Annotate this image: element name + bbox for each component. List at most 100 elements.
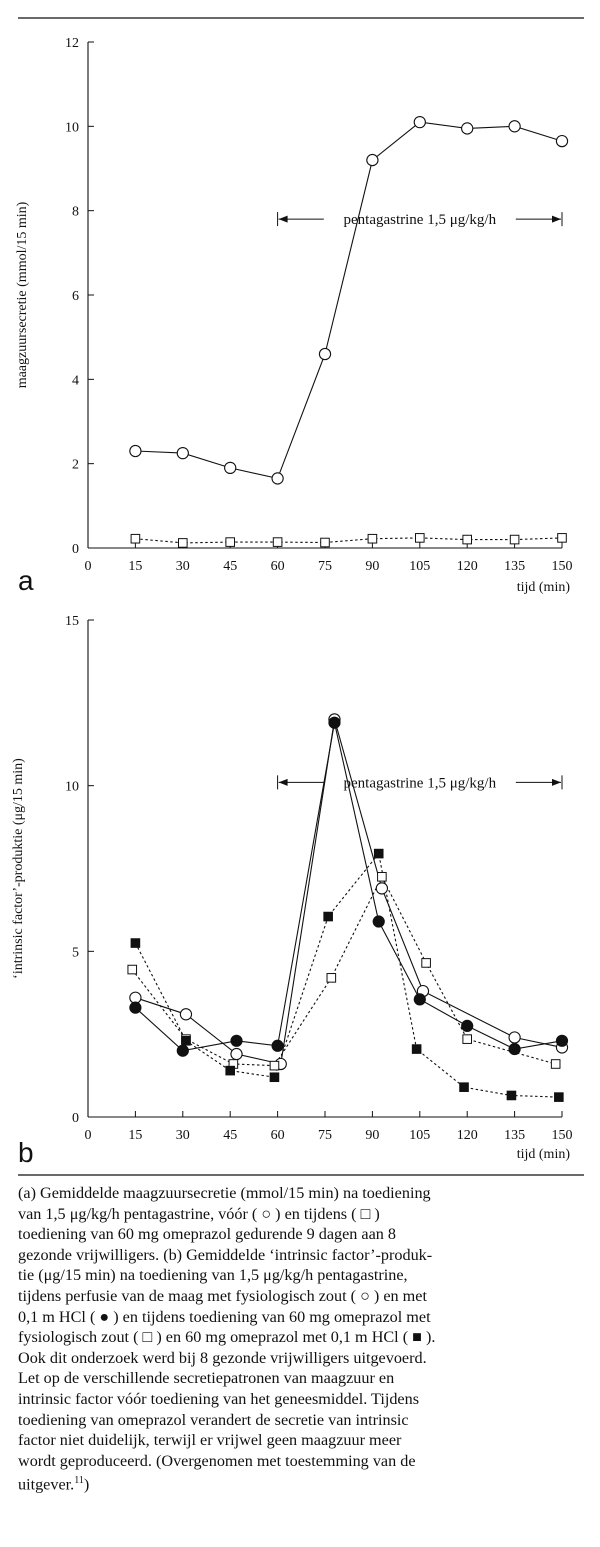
- caption-line: van 1,5 μg/kg/h pentagastrine, vóór ( ○ …: [18, 1204, 380, 1223]
- data-point-open-square: [557, 533, 567, 543]
- x-tick-label: 75: [318, 559, 332, 574]
- annotation-arrowhead-left: [278, 778, 288, 786]
- annotation-arrowhead-right: [552, 778, 561, 786]
- annotation-label: pentagastrine 1,5 μg/kg/h: [344, 775, 497, 791]
- caption-line: tie (μg/15 min) na toediening van 1,5 μg…: [18, 1266, 408, 1285]
- data-point-open-circle: [461, 122, 474, 135]
- x-tick-label: 15: [128, 1128, 142, 1143]
- y-axis-title: maagzuursecretie (mmol/15 min): [15, 201, 30, 388]
- caption-close: ): [83, 1475, 90, 1494]
- series-line-open-square: [135, 537, 563, 544]
- data-point-filled-circle: [176, 1044, 189, 1057]
- x-tick-label: 135: [504, 1128, 525, 1143]
- y-tick-label: 8: [72, 205, 79, 220]
- data-point-open-square: [367, 533, 378, 544]
- data-point-open-square: [178, 538, 188, 548]
- data-point-open-circle: [230, 1047, 243, 1061]
- data-point-filled-circle: [230, 1034, 243, 1047]
- figure-caption: (a) Gemiddelde maagzuursecretie (mmol/15…: [18, 1183, 584, 1495]
- data-point-open-square: [130, 533, 141, 544]
- caption-line: toediening van 60 mg omeprazol gedurende…: [18, 1225, 397, 1244]
- data-point-open-circle: [179, 1008, 193, 1021]
- data-point-open-circle: [508, 120, 521, 133]
- y-tick-label: 12: [65, 36, 79, 51]
- data-point-open-square: [462, 1034, 472, 1044]
- x-tick-label: 90: [365, 559, 379, 574]
- x-tick-label: 75: [318, 1128, 332, 1143]
- caption-last-line: uitgever.11): [18, 1471, 584, 1495]
- data-point-open-circle: [375, 882, 389, 895]
- caption-line: tijdens perfusie van de maag met fysiolo…: [18, 1286, 427, 1305]
- x-tick-label: 0: [85, 559, 92, 574]
- data-point-open-square: [415, 533, 425, 543]
- data-point-open-circle: [413, 115, 426, 129]
- y-tick-label: 10: [65, 120, 79, 135]
- x-tick-label: 135: [504, 559, 525, 574]
- x-tick-label: 150: [552, 1128, 573, 1143]
- data-point-open-square: [550, 1059, 561, 1069]
- y-tick-label: 4: [72, 373, 79, 388]
- caption-line: uitgever.: [18, 1475, 75, 1494]
- x-tick-label: 60: [271, 559, 285, 574]
- y-tick-label: 6: [72, 289, 79, 304]
- data-point-filled-square: [373, 848, 384, 859]
- data-point-filled-square: [506, 1090, 517, 1101]
- series-line-filled-square: [134, 852, 559, 1098]
- caption-line: 0,1 m HCl ( ● ) en tijdens toediening va…: [18, 1307, 431, 1326]
- data-point-filled-circle: [555, 1034, 569, 1047]
- panel-label: b: [18, 1137, 34, 1168]
- data-point-open-circle: [508, 1031, 521, 1044]
- data-point-filled-square: [323, 911, 333, 922]
- y-tick-label: 0: [72, 542, 79, 557]
- data-point-open-square: [127, 964, 138, 975]
- x-tick-label: 30: [176, 559, 190, 574]
- caption-line: toediening van omeprazol verandert de se…: [18, 1410, 409, 1429]
- data-point-filled-square: [269, 1072, 280, 1083]
- data-point-filled-circle: [328, 716, 341, 729]
- data-point-filled-square: [411, 1044, 422, 1054]
- caption-reference: 11: [74, 1475, 84, 1487]
- x-tick-label: 45: [223, 559, 237, 574]
- data-point-filled-circle: [413, 993, 426, 1006]
- data-point-open-square: [462, 534, 472, 545]
- data-point-filled-circle: [129, 1001, 142, 1014]
- data-point-open-circle: [271, 472, 284, 485]
- data-point-filled-circle: [461, 1019, 474, 1032]
- data-point-open-circle: [224, 461, 237, 475]
- caption-line: Let op de verschillende secretiepatronen…: [18, 1369, 395, 1388]
- data-point-open-square: [326, 973, 337, 983]
- data-point-filled-circle: [271, 1039, 284, 1052]
- x-tick-label: 45: [223, 1128, 237, 1143]
- data-point-filled-circle: [508, 1042, 521, 1056]
- x-tick-label: 120: [457, 1128, 478, 1143]
- data-point-open-square: [272, 537, 283, 547]
- y-tick-label: 0: [72, 1111, 79, 1126]
- data-point-filled-square: [554, 1092, 564, 1102]
- data-point-open-square: [421, 958, 431, 968]
- y-tick-label: 2: [72, 458, 79, 473]
- caption-line: wordt geproduceerd. (Overgenomen met toe…: [18, 1451, 416, 1470]
- data-point-open-circle: [366, 153, 379, 167]
- y-tick-label: 15: [65, 614, 79, 629]
- y-tick-label: 5: [72, 945, 79, 960]
- x-axis-title: tijd (min): [517, 1147, 571, 1162]
- data-point-filled-square: [459, 1082, 469, 1092]
- data-point-open-square: [225, 537, 235, 547]
- data-point-open-circle: [129, 444, 142, 458]
- x-axis-title: tijd (min): [517, 580, 571, 595]
- data-point-open-circle: [318, 347, 332, 361]
- x-tick-label: 60: [271, 1128, 285, 1143]
- caption-line: gezonde vrijwilligers. (b) Gemiddelde ‘i…: [18, 1245, 433, 1264]
- x-tick-label: 90: [365, 1128, 379, 1143]
- data-point-open-circle: [176, 446, 189, 460]
- caption-line: (a) Gemiddelde maagzuursecretie (mmol/15…: [18, 1184, 431, 1202]
- data-point-open-circle: [555, 134, 569, 148]
- panel-label: a: [18, 565, 34, 596]
- x-tick-label: 105: [409, 559, 430, 574]
- caption-line: intrinsic factor vóór toediening van het…: [18, 1389, 420, 1408]
- data-point-filled-square: [130, 938, 141, 948]
- x-tick-label: 120: [457, 559, 478, 574]
